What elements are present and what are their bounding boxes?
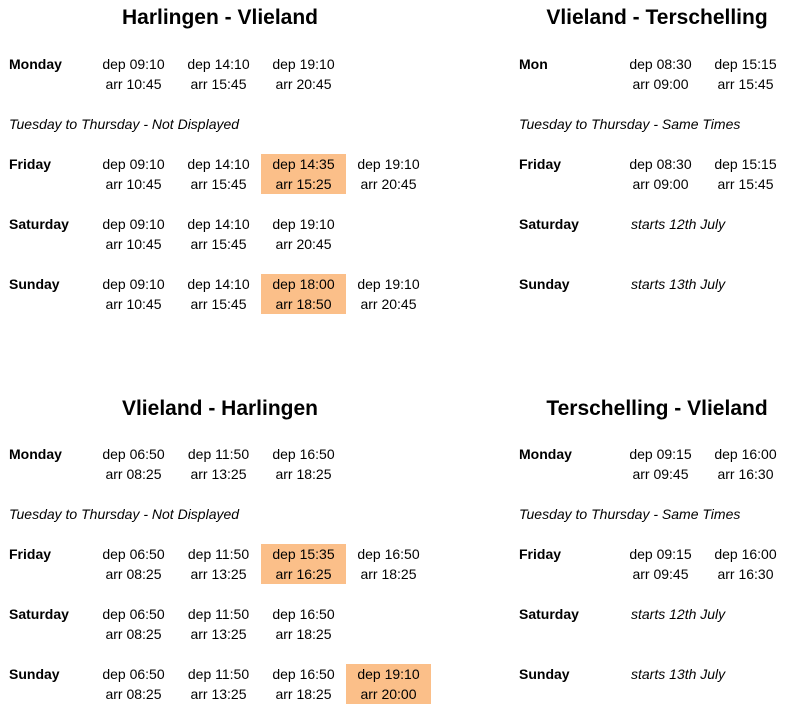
vt-saturday-start-note: starts 12th July — [631, 216, 726, 232]
vh-midweek-note: Tuesday to Thursday - Not Displayed — [9, 506, 240, 522]
vt-sunday-start-note: starts 13th July — [631, 276, 726, 292]
hv-saturday-label: Saturday — [9, 216, 69, 232]
vh-monday-sailing-1: dep 06:50 arr 08:25 — [102, 446, 165, 482]
vh-sunday-label: Sunday — [9, 666, 60, 682]
hv-saturday-sailing-3: dep 19:10 arr 20:45 — [272, 216, 335, 252]
vh-friday-label: Friday — [9, 546, 52, 562]
hv-sunday-sailing-2: dep 14:10 arr 15:45 — [187, 276, 250, 312]
hv-midweek-note: Tuesday to Thursday - Not Displayed — [9, 116, 240, 132]
hv-friday-sailing-2: dep 14:10 arr 15:45 — [187, 156, 250, 192]
vh-saturday-sailing-3: dep 16:50 arr 18:25 — [272, 606, 335, 642]
hv-monday-label: Monday — [9, 56, 62, 72]
vt-monday-sailing-1: dep 08:30 arr 09:00 — [629, 56, 692, 92]
vlieland-harlingen-title: Vlieland - Harlingen — [121, 397, 319, 420]
tv-friday-sailing-1: dep 09:15 arr 09:45 — [629, 546, 692, 582]
vh-monday-label: Monday — [9, 446, 62, 462]
vh-sunday-sailing-1: dep 06:50 arr 08:25 — [102, 666, 165, 702]
vt-monday-sailing-2: dep 15:15 arr 15:45 — [714, 56, 777, 92]
vt-sunday-label: Sunday — [519, 276, 570, 292]
hv-sunday-sailing-3-highlighted: dep 18:00 arr 18:50 — [261, 274, 346, 314]
vh-sunday-sailing-4-highlighted: dep 19:10 arr 20:00 — [346, 664, 431, 704]
vh-monday-sailing-3: dep 16:50 arr 18:25 — [272, 446, 335, 482]
harlingen-vlieland-title: Harlingen - Vlieland — [121, 6, 319, 29]
tv-sunday-start-note: starts 13th July — [631, 666, 726, 682]
vlieland-terschelling-title: Vlieland - Terschelling — [546, 6, 768, 29]
hv-monday-sailing-2: dep 14:10 arr 15:45 — [187, 56, 250, 92]
hv-sunday-label: Sunday — [9, 276, 60, 292]
vh-friday-sailing-2: dep 11:50 arr 13:25 — [187, 546, 250, 582]
hv-friday-sailing-4: dep 19:10 arr 20:45 — [357, 156, 420, 192]
vt-saturday-label: Saturday — [519, 216, 579, 232]
tv-monday-sailing-1: dep 09:15 arr 09:45 — [629, 446, 692, 482]
vh-friday-sailing-1: dep 06:50 arr 08:25 — [102, 546, 165, 582]
vt-midweek-note: Tuesday to Thursday - Same Times — [519, 116, 741, 132]
tv-sunday-label: Sunday — [519, 666, 570, 682]
vh-saturday-sailing-2: dep 11:50 arr 13:25 — [187, 606, 250, 642]
tv-monday-sailing-2: dep 16:00 arr 16:30 — [714, 446, 777, 482]
vt-friday-sailing-2: dep 15:15 arr 15:45 — [714, 156, 777, 192]
vt-friday-sailing-1: dep 08:30 arr 09:00 — [629, 156, 692, 192]
hv-monday-sailing-1: dep 09:10 arr 10:45 — [102, 56, 165, 92]
hv-friday-sailing-1: dep 09:10 arr 10:45 — [102, 156, 165, 192]
vh-monday-sailing-2: dep 11:50 arr 13:25 — [187, 446, 250, 482]
hv-saturday-sailing-1: dep 09:10 arr 10:45 — [102, 216, 165, 252]
vh-friday-sailing-3-highlighted: dep 15:35 arr 16:25 — [261, 544, 346, 584]
hv-friday-label: Friday — [9, 156, 52, 172]
tv-monday-label: Monday — [519, 446, 572, 462]
vh-sunday-sailing-3: dep 16:50 arr 18:25 — [272, 666, 335, 702]
hv-monday-sailing-3: dep 19:10 arr 20:45 — [272, 56, 335, 92]
tv-midweek-note: Tuesday to Thursday - Same Times — [519, 506, 741, 522]
tv-friday-label: Friday — [519, 546, 562, 562]
hv-sunday-sailing-1: dep 09:10 arr 10:45 — [102, 276, 165, 312]
hv-saturday-sailing-2: dep 14:10 arr 15:45 — [187, 216, 250, 252]
vh-saturday-sailing-1: dep 06:50 arr 08:25 — [102, 606, 165, 642]
vh-sunday-sailing-2: dep 11:50 arr 13:25 — [187, 666, 250, 702]
tv-friday-sailing-2: dep 16:00 arr 16:30 — [714, 546, 777, 582]
vt-monday-label: Mon — [519, 56, 548, 72]
vh-saturday-label: Saturday — [9, 606, 69, 622]
hv-friday-sailing-3-highlighted: dep 14:35 arr 15:25 — [261, 154, 346, 194]
tv-saturday-start-note: starts 12th July — [631, 606, 726, 622]
vh-friday-sailing-4: dep 16:50 arr 18:25 — [357, 546, 420, 582]
hv-sunday-sailing-4: dep 19:10 arr 20:45 — [357, 276, 420, 312]
tv-saturday-label: Saturday — [519, 606, 579, 622]
terschelling-vlieland-title: Terschelling - Vlieland — [546, 397, 768, 420]
vt-friday-label: Friday — [519, 156, 562, 172]
